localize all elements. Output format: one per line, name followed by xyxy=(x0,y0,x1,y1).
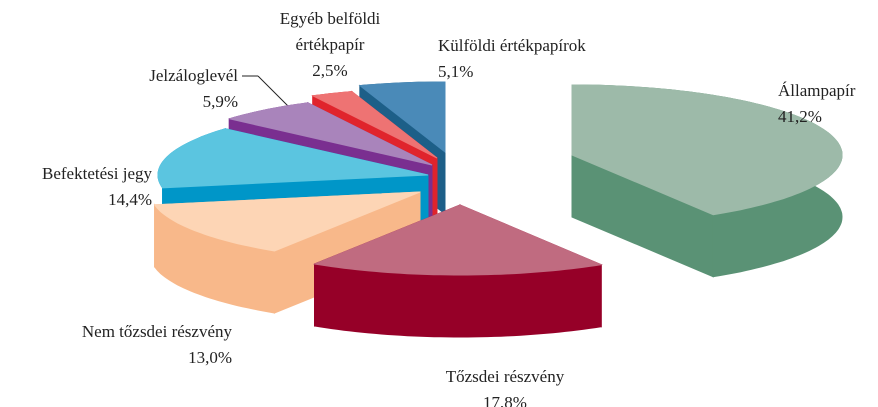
value-label: 14,4% xyxy=(108,190,152,209)
value-label: 17,8% xyxy=(483,393,527,407)
slice-top xyxy=(311,91,438,159)
slice-top xyxy=(571,84,843,216)
slice-label: Jelzáloglevél xyxy=(149,66,238,85)
value-label: 41,2% xyxy=(778,107,822,126)
slice-label: Külföldi értékpapírok xyxy=(438,36,586,55)
slice-top xyxy=(153,191,421,252)
slice-top xyxy=(157,128,429,189)
slice-top xyxy=(358,81,446,154)
label-line: Egyéb belföldi xyxy=(280,9,381,28)
value-label: 5,9% xyxy=(203,92,238,111)
slice xyxy=(571,84,843,278)
slice-label: Állampapír xyxy=(778,81,856,100)
label-line: értékpapír xyxy=(296,35,365,54)
slice-top xyxy=(312,204,604,276)
slice-label: Nem tőzsdei részvény xyxy=(82,322,233,341)
leader-line xyxy=(257,75,293,111)
slice-label: Tőzsdei részvény xyxy=(446,367,565,386)
value-label: 13,0% xyxy=(188,348,232,367)
value-label: 2,5% xyxy=(312,61,347,80)
slice-top xyxy=(229,102,433,166)
slice-label: Befektetési jegy xyxy=(42,164,152,183)
slice-label: Egyéb belföldi értékpapír xyxy=(280,9,381,54)
value-label: 5,1% xyxy=(438,62,473,81)
slice xyxy=(312,204,604,338)
